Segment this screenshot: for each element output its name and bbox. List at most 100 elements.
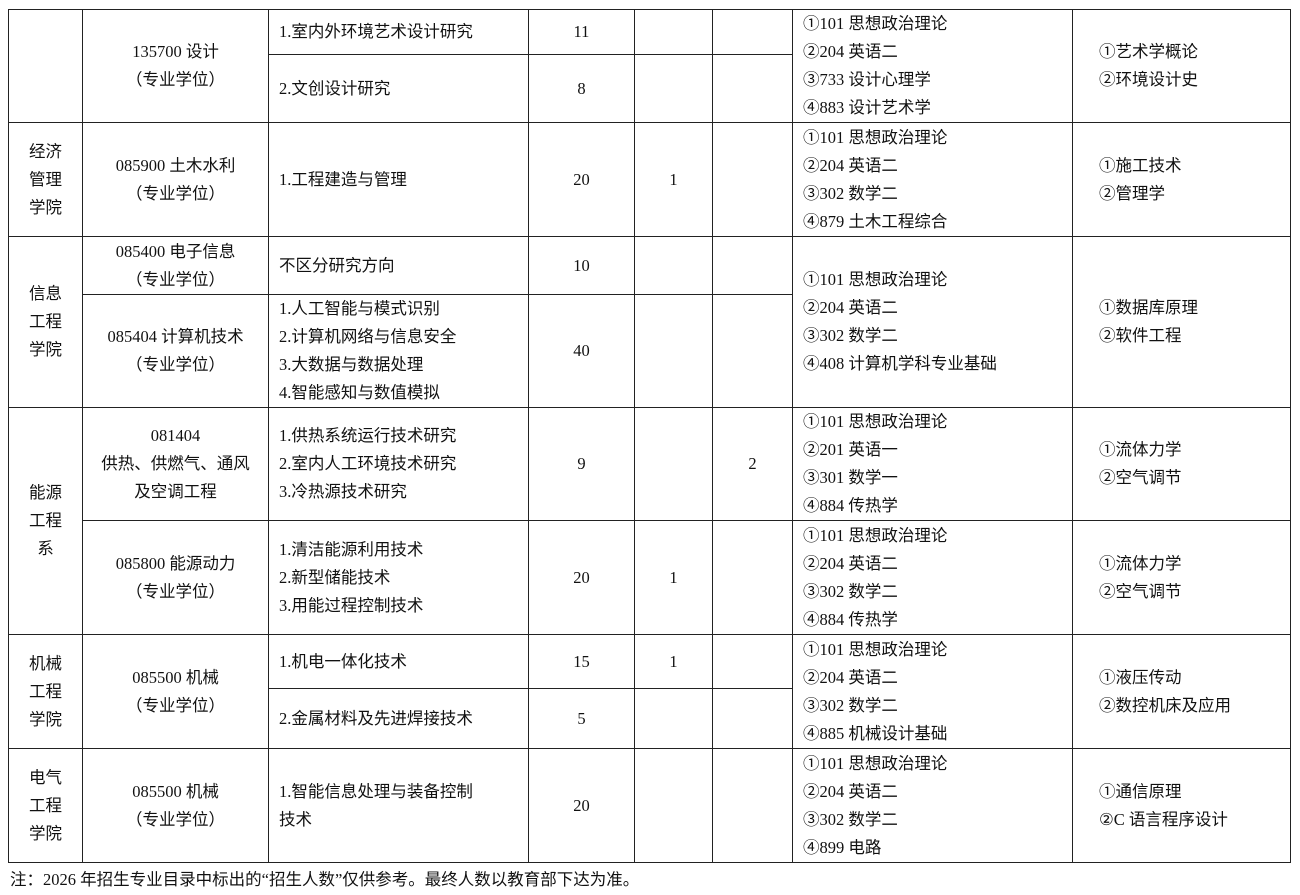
- research-direction-line: 1.机电一体化技术: [279, 651, 407, 671]
- college-name-line: 系: [37, 539, 54, 558]
- retest-subjects-cell: ①流体力学 ②空气调节: [1072, 407, 1291, 521]
- research-direction-line: 1.工程建造与管理: [279, 169, 407, 189]
- research-direction-line: 1.供热系统运行技术研究: [279, 426, 457, 445]
- research-direction-cell: 不区分研究方向: [268, 236, 529, 295]
- major-name-line: 081404: [150, 426, 201, 445]
- extra-count-a-cell: 1: [634, 520, 713, 635]
- research-direction-line: 3.冷热源技术研究: [279, 482, 407, 501]
- major-cell: 085404 计算机技术 （专业学位）: [82, 294, 269, 408]
- research-direction-line: 4.智能感知与数值模拟: [279, 383, 440, 402]
- research-direction-line: 1.清洁能源利用技术: [279, 539, 424, 559]
- major-name-line: （专业学位）: [126, 269, 225, 289]
- major-name-line: 135700 设计: [132, 42, 219, 61]
- retest-subject: ①液压传动: [1099, 667, 1182, 687]
- exam-subject: ④884 传热学: [803, 496, 898, 515]
- extra-count-a-cell: [634, 54, 713, 123]
- major-name-line: （专业学位）: [126, 581, 225, 601]
- exam-subjects-cell: ①101 思想政治理论 ②204 英语二 ③302 数学二 ④884 传热学: [792, 520, 1073, 635]
- exam-subject: ①101 思想政治理论: [803, 270, 948, 289]
- extra-count-a-cell: 1: [634, 122, 713, 237]
- retest-subject: ②数控机床及应用: [1099, 695, 1231, 715]
- extra-count-b-cell: [712, 634, 793, 689]
- enrollment-count-cell: 9: [528, 407, 635, 521]
- table-row: 085404 计算机技术 （专业学位） 1.人工智能与模式识别 2.计算机网络与信息安…: [9, 294, 1291, 408]
- research-direction-line: 2.室内人工环境技术研究: [279, 454, 457, 473]
- exam-subject: ③301 数学一: [803, 468, 898, 487]
- exam-subject: ④884 传热学: [803, 609, 898, 629]
- college-name-line: 工程: [29, 312, 62, 331]
- research-direction-cell: 1.室内外环境艺术设计研究: [268, 8, 529, 56]
- extra-count-a-cell: 1: [634, 634, 713, 689]
- exam-subject: ③302 数学二: [803, 695, 898, 715]
- retest-subject: ②空气调节: [1099, 581, 1182, 601]
- exam-subjects-cell: ①101 思想政治理论 ②204 英语二 ③302 数学二 ④885 机械设计基础: [792, 634, 1073, 749]
- retest-subject: ②环境设计史: [1099, 70, 1198, 89]
- exam-subject: ②204 英语二: [803, 781, 898, 801]
- extra-count-b-cell: [712, 688, 793, 749]
- research-direction-line: 3.大数据与数据处理: [279, 355, 424, 374]
- retest-subject: ②管理学: [1099, 183, 1165, 203]
- extra-count-b-cell: 2: [712, 407, 793, 521]
- retest-subjects-cell: ①通信原理 ②C 语言程序设计: [1072, 748, 1291, 863]
- retest-subjects-cell: ①流体力学 ②空气调节: [1072, 520, 1291, 635]
- exam-subject: ①101 思想政治理论: [803, 14, 948, 33]
- college-cell: 经济 管理 学院: [8, 122, 83, 237]
- major-cell: 085500 机械 （专业学位）: [82, 634, 269, 749]
- major-name-line: （专业学位）: [126, 809, 225, 829]
- exam-subject: ③302 数学二: [803, 809, 898, 829]
- exam-subject: ④899 电路: [803, 837, 882, 857]
- research-direction-cell: 1.人工智能与模式识别 2.计算机网络与信息安全 3.大数据与数据处理 4.智能感知与…: [268, 294, 529, 408]
- research-direction-cell: 1.智能信息处理与装备控制 技术: [268, 748, 529, 863]
- research-direction-cell: 1.机电一体化技术: [268, 634, 529, 689]
- college-cell: [8, 9, 83, 123]
- major-cell: 085500 机械 （专业学位）: [82, 748, 269, 863]
- research-direction-line: 不区分研究方向: [279, 255, 395, 275]
- research-direction-cell: 2.文创设计研究: [268, 54, 529, 123]
- table-row: 135700 设计 （专业学位） 1.室内外环境艺术设计研究 11 ①101 思想政治理…: [8, 8, 1291, 123]
- enrollment-count-cell: 15: [528, 634, 635, 689]
- exam-subject: ④885 机械设计基础: [803, 723, 948, 743]
- college-cell: 能源 工程系: [8, 407, 83, 635]
- major-name-line: 供热、供燃气、通风: [101, 454, 250, 473]
- extra-count-b-cell: [712, 748, 793, 863]
- major-name-line: 085400 电子信息: [115, 241, 236, 261]
- retest-subjects-cell: ①数据库原理 ②软件工程: [1072, 236, 1291, 408]
- college-name-line: 信息: [29, 284, 62, 303]
- college-cell: 电气 工程 学院: [8, 748, 83, 863]
- exam-subject: ②204 英语二: [803, 667, 898, 687]
- research-direction-line: 1.室内外环境艺术设计研究: [279, 22, 473, 42]
- college-name-line: 学院: [29, 823, 62, 843]
- retest-subject: ①流体力学: [1099, 553, 1182, 573]
- major-name-line: 085800 能源动力: [115, 553, 236, 573]
- enrollment-count-cell: 11: [528, 8, 635, 56]
- enrollment-count-cell: 20: [528, 520, 635, 635]
- enrollment-catalog-table: 135700 设计 （专业学位） 1.室内外环境艺术设计研究 11 ①101 思想政治理…: [8, 8, 1291, 863]
- exam-subject: ③302 数学二: [803, 183, 898, 203]
- research-direction-line: 2.金属材料及先进焊接技术: [279, 708, 473, 728]
- exam-subject: ②204 英语二: [803, 155, 898, 175]
- table-row: 能源 工程系 081404 供热、供燃气、通风 及空调工程 1.供热系统运行技术研究 2.室…: [8, 407, 1291, 635]
- extra-count-a-cell: [634, 688, 713, 749]
- college-name-line: 能源: [29, 483, 62, 502]
- exam-subject: ①101 思想政治理论: [803, 639, 948, 659]
- research-direction-cell: 1.工程建造与管理: [268, 122, 529, 237]
- retest-subjects-cell: ①艺术学概论 ②环境设计史: [1072, 9, 1291, 123]
- research-direction-cell: 1.清洁能源利用技术 2.新型储能技术 3.用能过程控制技术: [268, 520, 529, 635]
- exam-subjects-cell: ①101 思想政治理论 ②201 英语一 ③301 数学一 ④884 传热学: [792, 407, 1073, 521]
- exam-subject: ④408 计算机学科专业基础: [803, 354, 997, 373]
- enrollment-count-cell: 8: [528, 54, 635, 123]
- major-name-line: （专业学位）: [126, 695, 225, 715]
- extra-count-a-cell: [634, 407, 713, 521]
- exam-subject: ①101 思想政治理论: [803, 525, 948, 545]
- college-name-line: 学院: [29, 340, 62, 359]
- college-cell: 信息 工程 学院: [8, 236, 83, 408]
- extra-count-a-cell: [634, 236, 713, 295]
- major-cell: 135700 设计 （专业学位）: [82, 9, 269, 123]
- exam-subject: ③302 数学二: [803, 326, 898, 345]
- exam-subject: ②204 英语二: [803, 298, 898, 317]
- college-name-line: 工程: [29, 795, 62, 815]
- extra-count-a-cell: [634, 748, 713, 863]
- research-direction-line: 技术: [279, 809, 312, 829]
- research-direction-line: 3.用能过程控制技术: [279, 595, 424, 615]
- exam-subject: ②201 英语一: [803, 440, 898, 459]
